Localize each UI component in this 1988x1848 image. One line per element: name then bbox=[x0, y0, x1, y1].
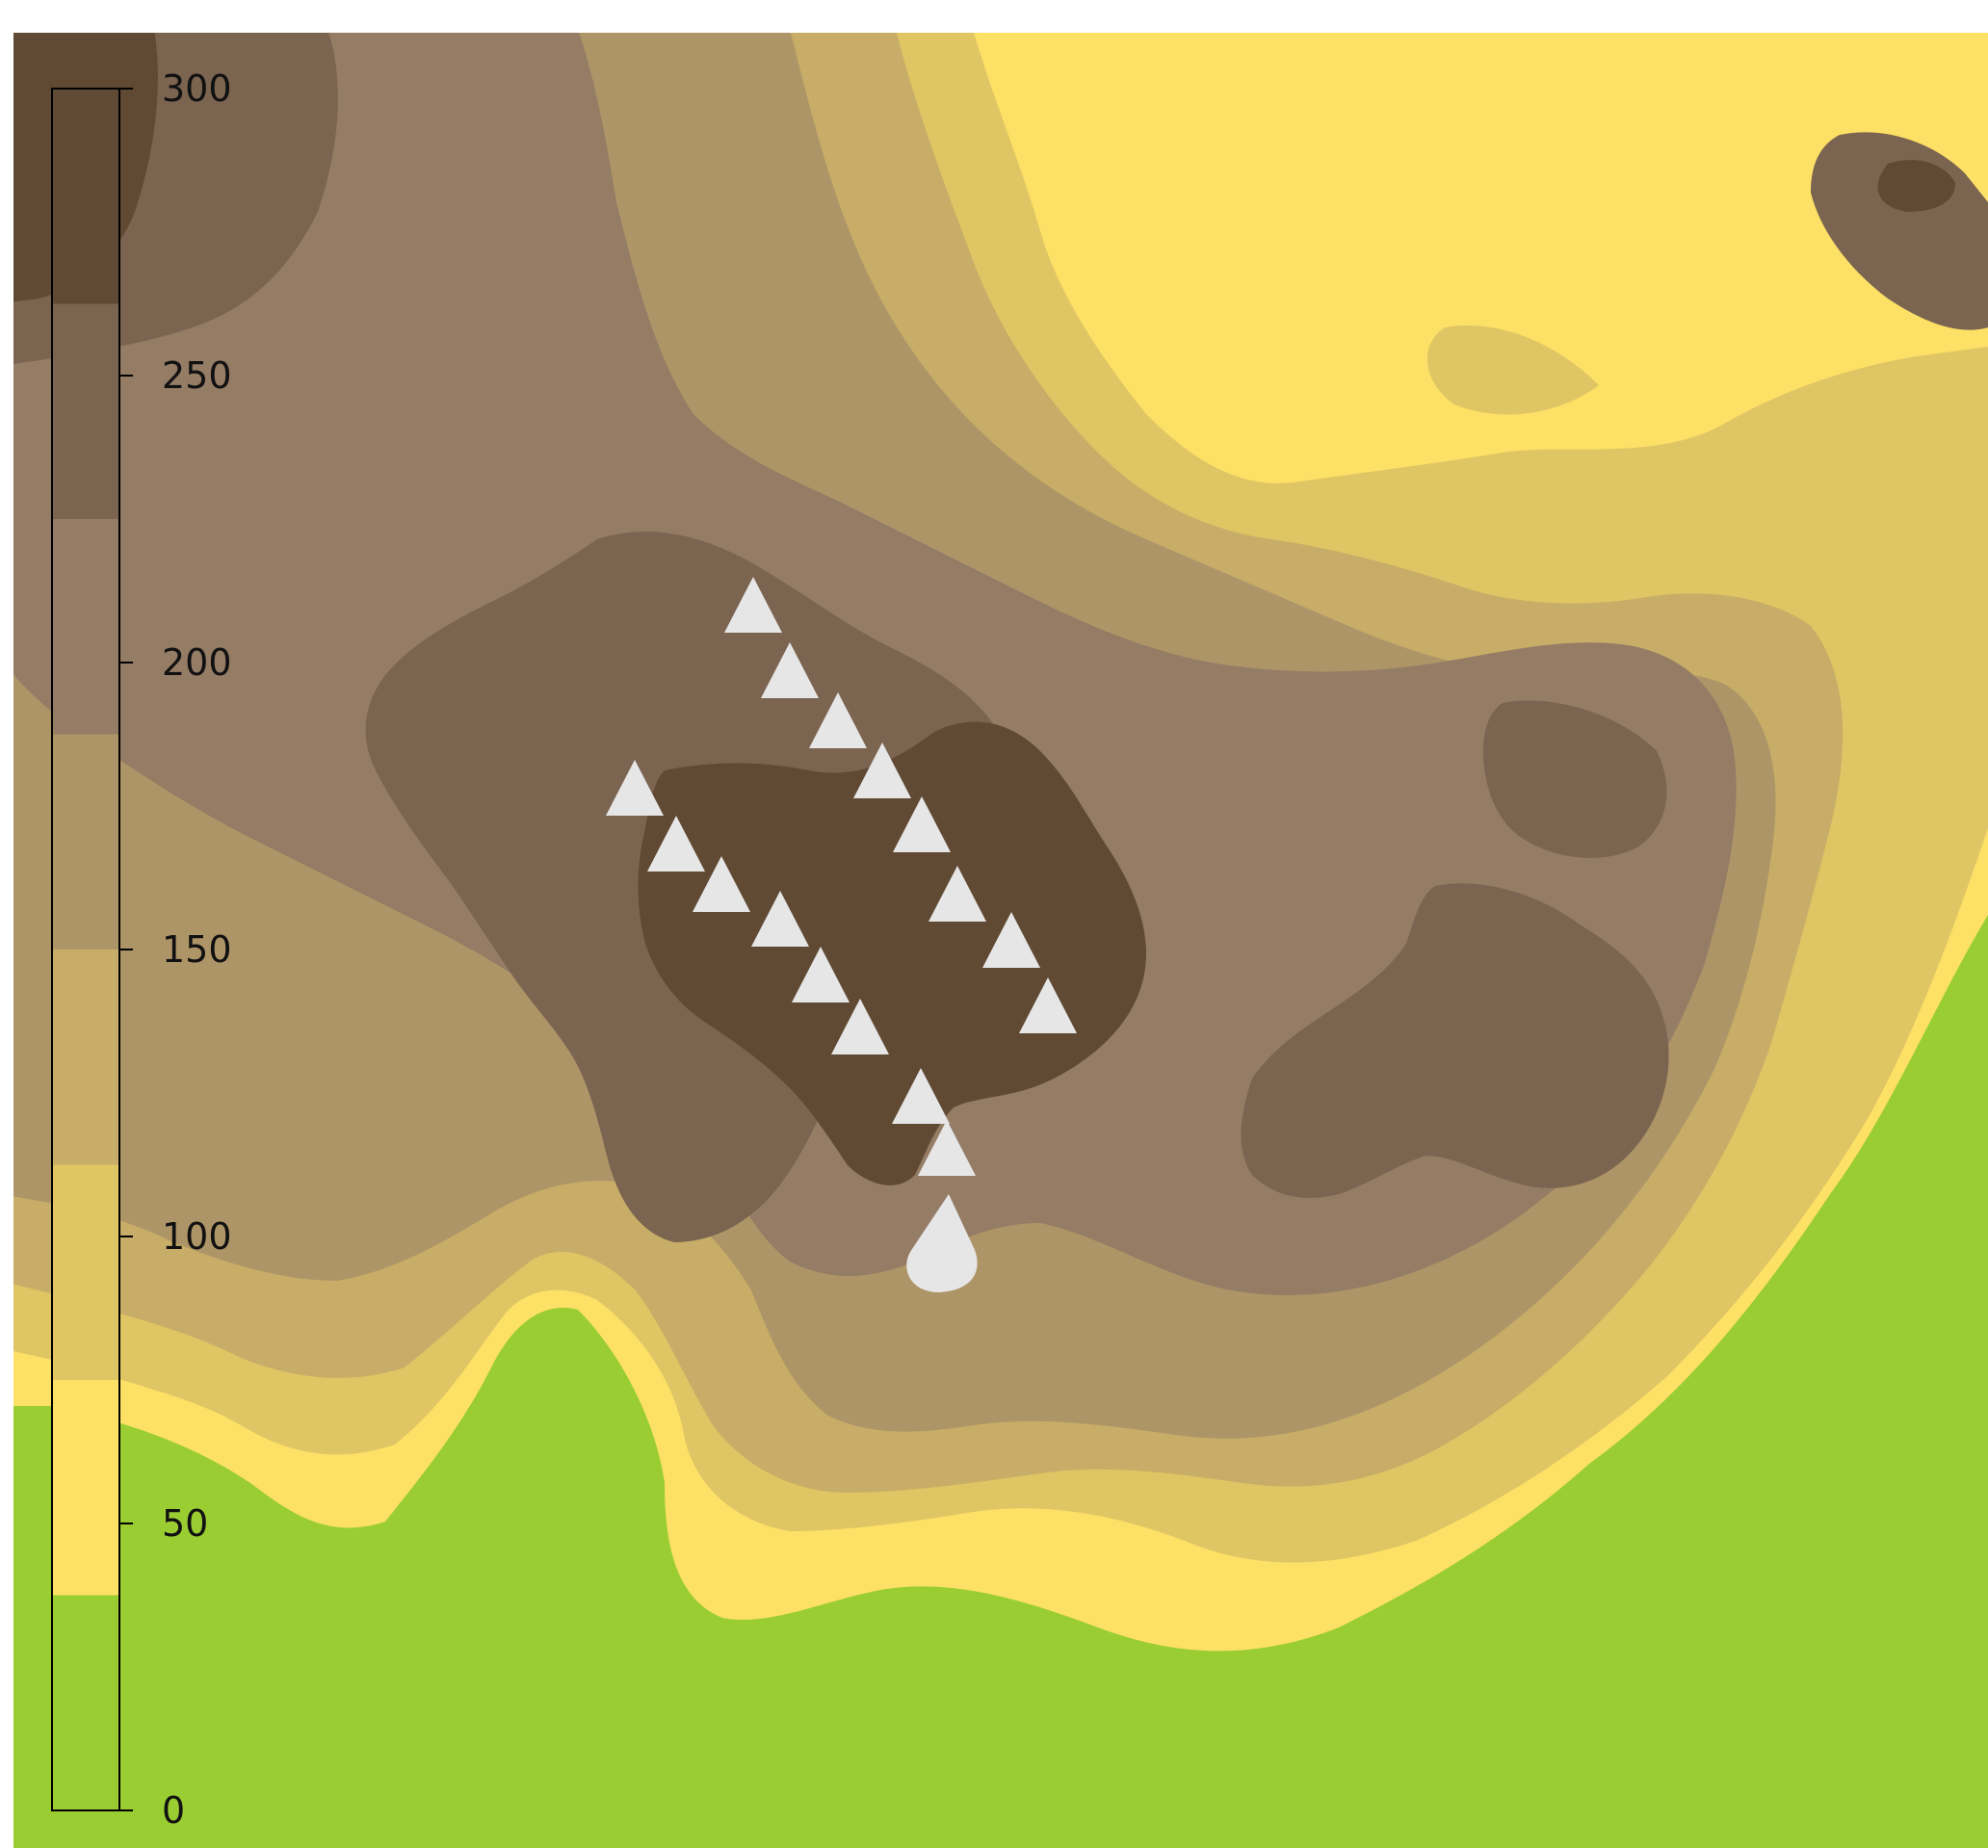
legend-band-3 bbox=[52, 950, 119, 1165]
triangle-marker-icon[interactable] bbox=[792, 947, 850, 1002]
legend-tick-label: 50 bbox=[162, 1502, 208, 1545]
legend-band-7 bbox=[52, 89, 119, 304]
legend-colorbar: 0 50 100 150 200 250 300 bbox=[51, 67, 232, 1832]
triangle-marker-icon[interactable] bbox=[606, 760, 664, 816]
legend-band-4 bbox=[52, 734, 119, 950]
triangle-marker-icon[interactable] bbox=[647, 816, 705, 872]
legend-band-0 bbox=[52, 1595, 119, 1810]
legend-tick-label: 250 bbox=[162, 354, 232, 397]
triangle-marker-icon[interactable] bbox=[893, 796, 951, 852]
legend-band-5 bbox=[52, 519, 119, 735]
top-margin bbox=[0, 0, 1988, 33]
legend-band-2 bbox=[52, 1164, 119, 1380]
triangle-marker-icon[interactable] bbox=[831, 999, 889, 1054]
drop-marker-icon[interactable] bbox=[906, 1194, 978, 1292]
triangle-marker-icon[interactable] bbox=[982, 912, 1040, 968]
legend-band-6 bbox=[52, 303, 119, 519]
triangle-marker-icon[interactable] bbox=[761, 642, 819, 698]
terrain-band-225-262 bbox=[13, 33, 1988, 1242]
triangle-marker-icon[interactable] bbox=[892, 1068, 950, 1124]
legend-tick-label: 0 bbox=[162, 1789, 185, 1832]
legend-band-1 bbox=[52, 1380, 119, 1596]
triangle-marker-icon[interactable] bbox=[929, 866, 986, 922]
left-margin bbox=[0, 0, 13, 1848]
triangle-marker-icon[interactable] bbox=[1019, 977, 1077, 1033]
legend-tick-label: 200 bbox=[162, 641, 232, 684]
legend-tick-label: 300 bbox=[162, 67, 232, 110]
site-markers bbox=[606, 577, 1077, 1292]
triangle-marker-icon[interactable] bbox=[693, 856, 750, 912]
terrain-band-262-300 bbox=[13, 33, 1955, 1185]
legend-tick-label: 150 bbox=[162, 928, 232, 971]
triangle-marker-icon[interactable] bbox=[918, 1120, 976, 1176]
triangle-marker-icon[interactable] bbox=[751, 891, 809, 947]
triangle-marker-icon[interactable] bbox=[809, 692, 867, 748]
legend-tick-label: 100 bbox=[162, 1215, 232, 1258]
triangle-marker-icon[interactable] bbox=[853, 742, 911, 798]
triangle-marker-icon[interactable] bbox=[724, 577, 782, 633]
